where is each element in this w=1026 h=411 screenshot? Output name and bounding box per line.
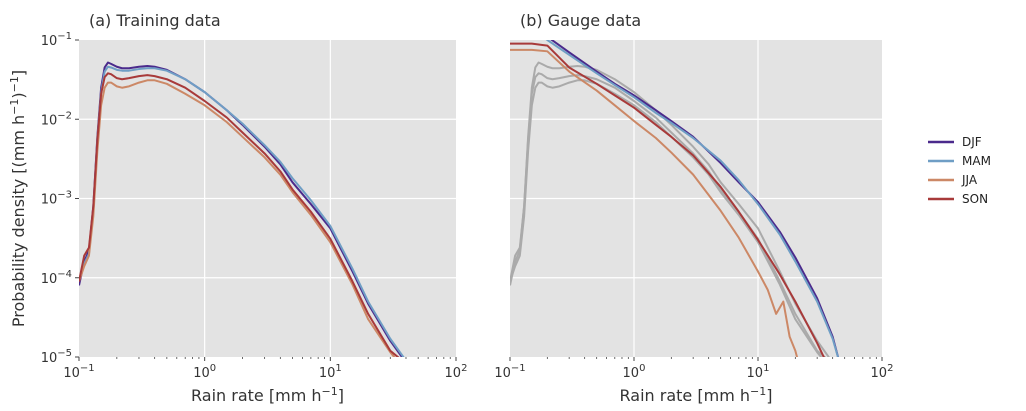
legend: DJF MAM JJA SON <box>928 135 991 206</box>
panel-title: (b) Gauge data <box>520 11 641 30</box>
x-tick-label: 100 <box>193 363 216 381</box>
y-tick-label: 10−2 <box>41 110 72 128</box>
x-tick-label: 101 <box>747 363 770 381</box>
axes: 10−1 100 101 102 10−5 10−4 10−3 10−2 10−1 <box>41 31 468 381</box>
legend-label-son: SON <box>962 192 988 206</box>
y-tick-label: 10−4 <box>41 269 72 287</box>
series-line-jja <box>510 48 799 357</box>
series-line-djf <box>550 40 840 357</box>
x-axis-title: Rain rate [mm h−1] <box>620 385 773 405</box>
axes: 10−1 100 101 102 <box>494 357 893 381</box>
y-axis-title: Probability density [(mm h−1)−1] <box>8 70 28 327</box>
series-line-mam <box>545 40 839 357</box>
panel-training-data: 10−1 100 101 102 10−5 10−4 10−3 10−2 10−1 (a) Tr… <box>8 11 467 405</box>
series-line-son <box>510 42 825 357</box>
series-layer <box>79 61 405 357</box>
legend-label-djf: DJF <box>962 135 982 149</box>
legend-label-jja: JJA <box>961 173 978 187</box>
y-tick-label: 10−5 <box>41 348 72 366</box>
x-tick-label: 102 <box>871 363 894 381</box>
legend-label-mam: MAM <box>962 154 991 168</box>
x-tick-label: 101 <box>319 363 342 381</box>
panel-title: (a) Training data <box>89 11 221 30</box>
x-axis-title: Rain rate [mm h−1] <box>191 385 344 405</box>
x-tick-label: 10−1 <box>494 363 525 381</box>
x-tick-label: 100 <box>623 363 646 381</box>
series-line-son <box>79 72 400 357</box>
y-tick-label: 10−1 <box>41 31 72 49</box>
panel-gauge-data: 10−1 100 101 102 (b) Gauge data Rain rate [… <box>494 11 893 405</box>
x-tick-label: 102 <box>445 363 468 381</box>
y-tick-label: 10−3 <box>41 190 72 208</box>
x-tick-label: 10−1 <box>63 363 94 381</box>
series-layer <box>510 40 840 357</box>
